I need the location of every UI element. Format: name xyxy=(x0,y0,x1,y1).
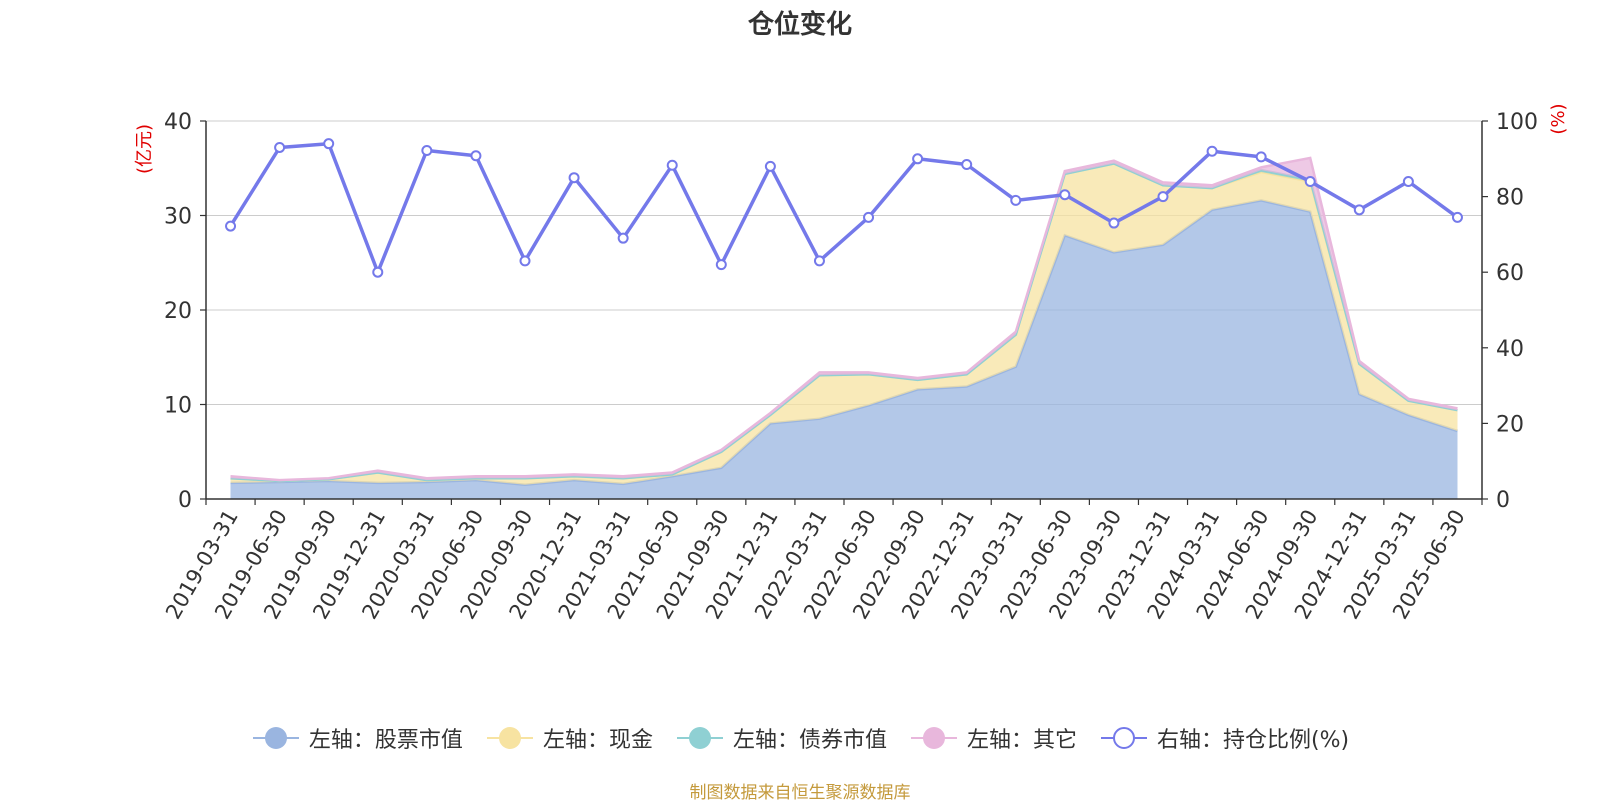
area-左轴：现金 xyxy=(230,163,1458,485)
ratio-point[interactable] xyxy=(1402,175,1414,187)
right-tick-label: 20 xyxy=(1496,412,1524,437)
right-tick-label: 80 xyxy=(1496,186,1524,211)
ratio-point[interactable] xyxy=(1255,151,1267,163)
right-tick-label: 100 xyxy=(1496,110,1538,135)
ratio-point[interactable] xyxy=(961,158,973,170)
legend-label: 右轴：持仓比例(%) xyxy=(1156,728,1350,753)
left-tick-label: 20 xyxy=(164,299,192,324)
ratio-point[interactable] xyxy=(225,220,237,232)
ratio-point[interactable] xyxy=(1059,189,1071,201)
right-tick-label: 40 xyxy=(1496,337,1524,362)
ratio-point[interactable] xyxy=(715,259,727,271)
ratio-point[interactable] xyxy=(912,153,924,165)
legend-label: 左轴：现金 xyxy=(542,728,653,753)
area-edge-左轴：其它 xyxy=(230,156,1458,482)
stacked-areas xyxy=(230,156,1458,499)
ratio-point[interactable] xyxy=(274,141,286,153)
legend-item[interactable]: 左轴：债券市值 xyxy=(675,722,887,754)
source-note: 制图数据来自恒生聚源数据库 xyxy=(689,783,911,803)
right-axis-unit: (%) xyxy=(1548,103,1569,134)
left-tick-label: 30 xyxy=(164,205,192,230)
chart-canvas: 010203040020406080100(亿元)(%)2019-03-3120… xyxy=(134,103,1569,623)
ratio-point[interactable] xyxy=(1304,175,1316,187)
legend-item[interactable]: 右轴：持仓比例(%) xyxy=(1099,722,1349,754)
ratio-line xyxy=(225,138,1463,278)
right-tick-label: 0 xyxy=(1496,488,1510,513)
legend-marker-icon xyxy=(910,727,957,749)
ratio-point[interactable] xyxy=(1206,145,1218,157)
ratio-point[interactable] xyxy=(1157,191,1169,203)
ratio-point[interactable] xyxy=(372,266,384,278)
ratio-point[interactable] xyxy=(568,172,580,184)
legend-label: 左轴：股票市值 xyxy=(308,728,463,753)
ratio-point[interactable] xyxy=(617,232,629,244)
right-tick-label: 60 xyxy=(1496,261,1524,286)
left-tick-label: 0 xyxy=(178,488,192,513)
ratio-point[interactable] xyxy=(1353,204,1365,216)
legend-item[interactable]: 左轴：其它 xyxy=(909,722,1077,754)
area-左轴：股票市值 xyxy=(230,200,1458,499)
left-tick-label: 10 xyxy=(164,394,192,419)
ratio-point[interactable] xyxy=(764,160,776,172)
ratio-point[interactable] xyxy=(323,138,335,150)
ratio-point[interactable] xyxy=(1451,211,1463,223)
left-tick-label: 40 xyxy=(164,110,192,135)
legend-item[interactable]: 左轴：现金 xyxy=(485,722,653,754)
ratio-point[interactable] xyxy=(1108,217,1120,229)
legend: 左轴：股票市值 左轴：现金 左轴：债券市值 左轴：其它 右轴：持仓比例(%) xyxy=(0,722,1600,754)
legend-marker-icon xyxy=(676,727,723,749)
ratio-point[interactable] xyxy=(421,144,433,156)
ratio-line-path xyxy=(229,141,1459,274)
ratio-point[interactable] xyxy=(1010,194,1022,206)
legend-marker-icon xyxy=(252,727,299,749)
chart-title: 仓位变化 xyxy=(747,10,852,40)
legend-label: 左轴：其它 xyxy=(966,728,1077,753)
ratio-point[interactable] xyxy=(470,150,482,162)
ratio-point[interactable] xyxy=(813,255,825,267)
ratio-point[interactable] xyxy=(666,159,678,171)
left-axis-unit: (亿元) xyxy=(134,124,155,174)
legend-label: 左轴：债券市值 xyxy=(732,728,887,753)
legend-marker-icon xyxy=(486,727,533,749)
ratio-point[interactable] xyxy=(519,255,531,267)
ratio-point[interactable] xyxy=(863,211,875,223)
legend-item[interactable]: 左轴：股票市值 xyxy=(251,722,463,754)
legend-marker-icon xyxy=(1100,727,1147,749)
